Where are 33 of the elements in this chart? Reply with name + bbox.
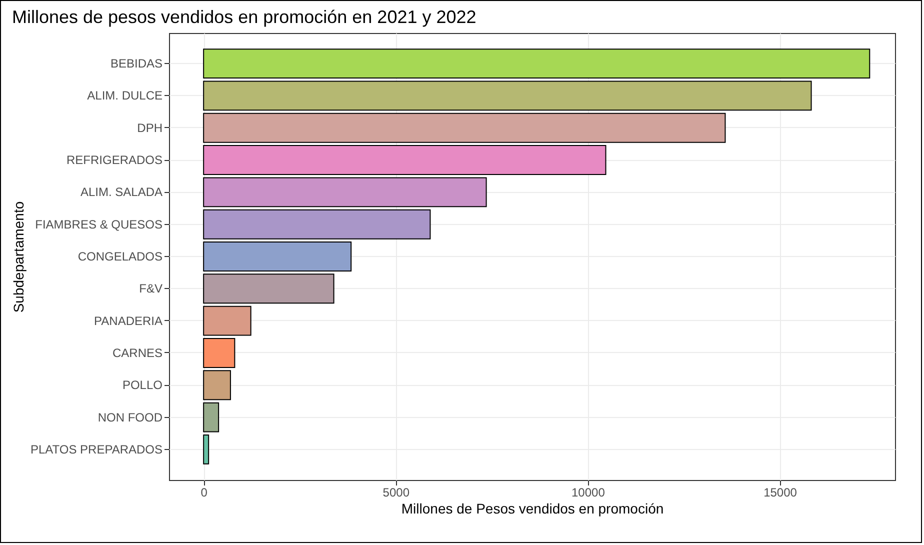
y-tick-label: PLATOS PREPARADOS bbox=[30, 442, 162, 456]
chart-title: Millones de pesos vendidos en promoción en 2021 y 2022 bbox=[12, 7, 476, 27]
y-tick-label: CONGELADOS bbox=[78, 250, 162, 264]
bar bbox=[203, 242, 352, 272]
bar bbox=[203, 306, 252, 336]
bar bbox=[203, 274, 334, 304]
x-tick-label: 15000 bbox=[764, 486, 798, 500]
bar bbox=[203, 370, 231, 400]
x-axis-title: Millones de Pesos vendidos en promoción bbox=[401, 500, 664, 516]
y-axis-title: Subdepartamento bbox=[10, 201, 26, 313]
bar bbox=[203, 338, 236, 368]
y-tick-label: DPH bbox=[137, 120, 162, 135]
bar bbox=[203, 145, 606, 175]
y-tick-label: PANADERIA bbox=[94, 314, 162, 328]
y-tick-label: ALIM. DULCE bbox=[87, 88, 162, 103]
bar bbox=[203, 112, 726, 143]
bar bbox=[203, 434, 210, 464]
y-tick-label: FIAMBRES & QUESOS bbox=[35, 217, 162, 232]
bar bbox=[203, 48, 870, 79]
y-tick-label: F&V bbox=[139, 282, 162, 296]
y-tick-label: POLLO bbox=[122, 378, 162, 392]
bar bbox=[203, 177, 487, 208]
y-tick-label: ALIM. SALADA bbox=[80, 185, 162, 200]
x-tick-label: 5000 bbox=[382, 486, 410, 500]
x-tick-label: 10000 bbox=[572, 486, 606, 500]
bar bbox=[203, 80, 812, 111]
y-tick-label: BEBIDAS bbox=[110, 56, 162, 71]
y-tick-label: NON FOOD bbox=[98, 410, 163, 424]
bar bbox=[203, 402, 220, 432]
x-tick-label: 0 bbox=[200, 486, 208, 500]
bar bbox=[203, 209, 431, 240]
y-tick-label: REFRIGERADOS bbox=[66, 153, 162, 168]
y-tick-label: CARNES bbox=[112, 346, 162, 360]
